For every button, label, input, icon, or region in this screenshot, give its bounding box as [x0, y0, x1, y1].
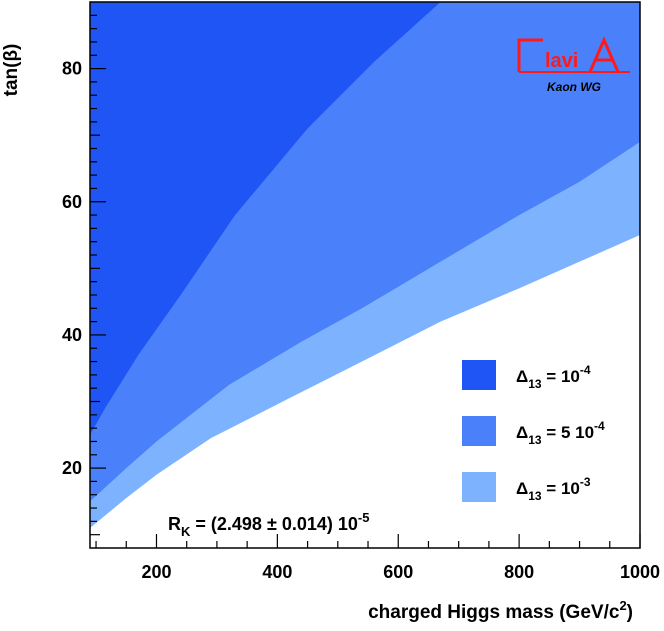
- legend-swatch-1: [462, 360, 496, 390]
- x-tick-label: 600: [383, 562, 413, 582]
- axis-ticks: 200 400 600 800 1000 20 40 60 80: [62, 14, 660, 582]
- y-tick-label: 40: [62, 325, 82, 345]
- x-axis-label-sup: 2: [619, 598, 626, 613]
- y-tick-label: 80: [62, 59, 82, 79]
- legend-swatch-2: [462, 416, 496, 446]
- x-tick-label: 800: [504, 562, 534, 582]
- x-tick-label: 200: [141, 562, 171, 582]
- logo-subtitle: Kaon WG: [547, 80, 601, 94]
- legend: Δ13 = 10-4 Δ13 = 5 10-4 Δ13 = 10-3: [462, 360, 605, 503]
- y-axis-label: tan(β): [1, 44, 22, 97]
- legend-swatch-3: [462, 472, 496, 502]
- svg-text:lavi: lavi: [545, 50, 578, 72]
- legend-label-1: Δ13 = 10-4: [516, 363, 591, 391]
- rk-annotation: RK = (2.498 ± 0.014) 10-5: [168, 510, 369, 539]
- y-tick-label: 60: [62, 192, 82, 212]
- x-axis-label: charged Higgs mass (GeV/c2): [368, 598, 633, 623]
- plot-frame: [89, 1, 641, 549]
- y-tick-label: 20: [62, 458, 82, 478]
- x-tick-label: 1000: [620, 562, 660, 582]
- series-region-1: [90, 2, 441, 435]
- legend-label-2: Δ13 = 5 10-4: [516, 419, 605, 447]
- series-layer: [90, 2, 640, 529]
- legend-label-3: Δ13 = 10-3: [516, 475, 591, 503]
- flavia-logo: lavi Kaon WG: [517, 36, 630, 94]
- x-tick-label: 400: [262, 562, 292, 582]
